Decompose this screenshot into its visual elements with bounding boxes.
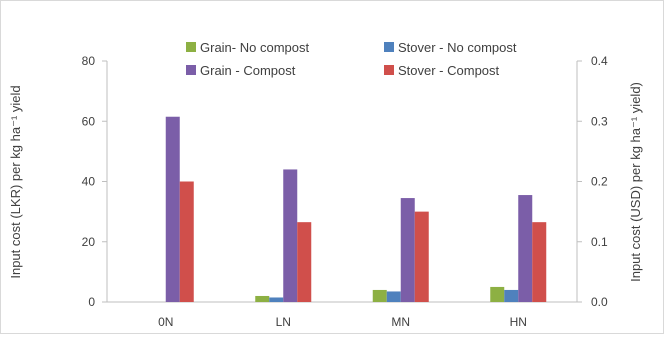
left-tick-label: 40 [82, 175, 96, 189]
left-ticks: 0 20 40 60 80 [82, 54, 107, 309]
y2-axis-title: Input cost (USD) per kg ha⁻¹ yield) [628, 82, 643, 282]
legend-swatch [186, 65, 196, 75]
right-tick-label: 0.2 [591, 175, 608, 189]
left-tick-label: 0 [88, 295, 95, 309]
legend-swatch [384, 65, 394, 75]
bars [165, 116, 547, 302]
bar [283, 169, 298, 302]
bar [372, 289, 387, 302]
bar [518, 195, 533, 302]
bar [414, 211, 429, 302]
bar [490, 286, 505, 302]
legend-label: Stover - Compost [398, 63, 500, 78]
left-tick-label: 60 [82, 114, 96, 128]
right-tick-label: 0.3 [591, 114, 608, 128]
bar [297, 222, 312, 302]
left-tick-label: 20 [82, 235, 96, 249]
bar [400, 198, 415, 302]
bar [386, 291, 401, 302]
legend-label: Stover - No compost [398, 40, 517, 55]
legend-swatch [384, 42, 394, 52]
left-tick-label: 80 [82, 54, 96, 68]
legend-swatch [186, 42, 196, 52]
bar [255, 295, 270, 302]
y-axis-title: Input cost (LKR) per kg ha⁻¹ yield [8, 85, 23, 278]
bar [165, 116, 180, 302]
right-tick-label: 0.0 [591, 295, 608, 309]
right-ticks: 0.0 0.1 0.2 0.3 0.4 [577, 54, 608, 309]
category-label: 0N [158, 315, 173, 329]
bar [504, 289, 519, 302]
category-label: MN [391, 315, 410, 329]
legend: Grain- No compost Stover - No compost Grai… [186, 40, 517, 78]
legend-label: Grain- No compost [200, 40, 309, 55]
right-tick-label: 0.4 [591, 54, 608, 68]
category-label: LN [276, 315, 291, 329]
right-tick-label: 0.1 [591, 235, 608, 249]
bar [179, 181, 194, 302]
category-label: HN [510, 315, 527, 329]
legend-label: Grain - Compost [200, 63, 296, 78]
category-labels: 0N LN MN HN [158, 315, 527, 329]
bar [269, 297, 284, 302]
bar [532, 222, 547, 302]
